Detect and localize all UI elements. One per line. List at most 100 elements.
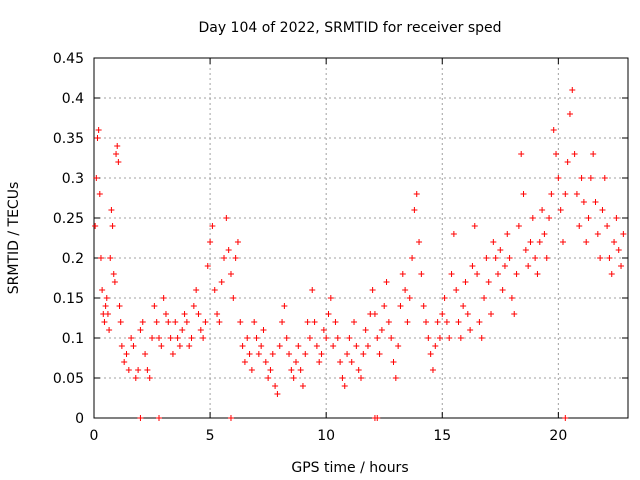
data-point: [297, 367, 304, 373]
data-point: [142, 351, 149, 357]
data-point: [425, 335, 432, 341]
data-point: [364, 343, 371, 349]
data-point: [378, 327, 385, 333]
data-point: [269, 351, 276, 357]
data-point: [255, 351, 262, 357]
data-point: [165, 319, 172, 325]
data-point: [441, 295, 448, 301]
data-point: [397, 303, 404, 309]
data-point: [265, 375, 272, 381]
data-point: [546, 215, 553, 221]
data-point: [193, 287, 200, 293]
data-point: [339, 375, 346, 381]
data-point: [374, 415, 381, 421]
data-point: [232, 255, 239, 261]
data-point: [460, 303, 467, 309]
data-point: [306, 335, 313, 341]
data-point: [432, 343, 439, 349]
data-point: [476, 319, 483, 325]
data-point: [518, 151, 525, 157]
data-point: [197, 327, 204, 333]
data-point: [420, 303, 427, 309]
data-point: [158, 343, 165, 349]
data-point: [497, 247, 504, 253]
data-point: [209, 223, 216, 229]
data-point: [113, 151, 120, 157]
data-point: [121, 359, 128, 365]
data-point: [167, 335, 174, 341]
data-point: [529, 215, 536, 221]
data-point: [225, 247, 232, 253]
data-point: [508, 295, 515, 301]
data-point: [427, 351, 434, 357]
y-tick-label: 0.1: [62, 331, 84, 347]
data-point: [216, 319, 223, 325]
data-point: [585, 215, 592, 221]
data-point: [313, 343, 320, 349]
data-point: [358, 375, 364, 381]
data-point: [316, 359, 323, 365]
data-point: [202, 319, 209, 325]
data-point: [599, 207, 606, 213]
data-point: [279, 319, 286, 325]
data-point: [374, 335, 381, 341]
y-tick-label: 0.15: [53, 291, 84, 307]
data-point: [448, 271, 455, 277]
data-point: [117, 319, 124, 325]
data-point: [130, 343, 137, 349]
data-point: [360, 351, 367, 357]
data-point: [92, 223, 99, 229]
data-point: [371, 311, 378, 317]
data-point: [462, 279, 469, 285]
data-point: [501, 263, 508, 269]
data-point: [443, 319, 450, 325]
data-point: [111, 279, 118, 285]
data-point: [522, 247, 529, 253]
y-tick-label: 0.3: [62, 171, 84, 187]
data-point: [108, 207, 115, 213]
data-point: [576, 223, 583, 229]
data-point: [341, 383, 348, 389]
data-point: [418, 271, 425, 277]
data-point: [592, 199, 599, 205]
data-point: [455, 319, 462, 325]
data-point: [227, 271, 234, 277]
data-point: [188, 335, 195, 341]
data-point: [144, 367, 151, 373]
data-point: [474, 271, 481, 277]
data-point: [611, 239, 618, 245]
data-point: [583, 239, 590, 245]
y-tick-label: 0.4: [62, 91, 84, 107]
data-point: [485, 279, 492, 285]
data-point: [106, 327, 113, 333]
data-point: [99, 287, 106, 293]
data-point: [601, 175, 608, 181]
data-point: [562, 191, 569, 197]
data-point: [239, 343, 246, 349]
data-point: [221, 255, 228, 261]
data-point: [253, 335, 260, 341]
data-point: [181, 311, 188, 317]
data-point: [186, 343, 193, 349]
data-point: [176, 343, 183, 349]
data-point: [97, 255, 104, 261]
data-point: [309, 287, 316, 293]
data-point: [94, 135, 101, 141]
data-point: [110, 271, 117, 277]
data-point: [543, 255, 550, 261]
y-axis: 0 0.05 0.1 0.15 0.2 0.25 0.3 0.35 0.4 0.45: [53, 51, 628, 427]
data-point: [478, 335, 485, 341]
data-point: [488, 311, 495, 317]
data-point: [344, 351, 351, 357]
data-point: [548, 191, 555, 197]
data-point: [146, 375, 153, 381]
plot-frame: [93, 57, 629, 419]
data-point: [323, 335, 330, 341]
data-point: [532, 255, 539, 261]
data-point: [597, 255, 604, 261]
data-point: [311, 319, 318, 325]
data-point: [214, 311, 221, 317]
data-point: [290, 375, 297, 381]
y-tick-label: 0.25: [53, 211, 84, 227]
data-point: [125, 367, 132, 373]
